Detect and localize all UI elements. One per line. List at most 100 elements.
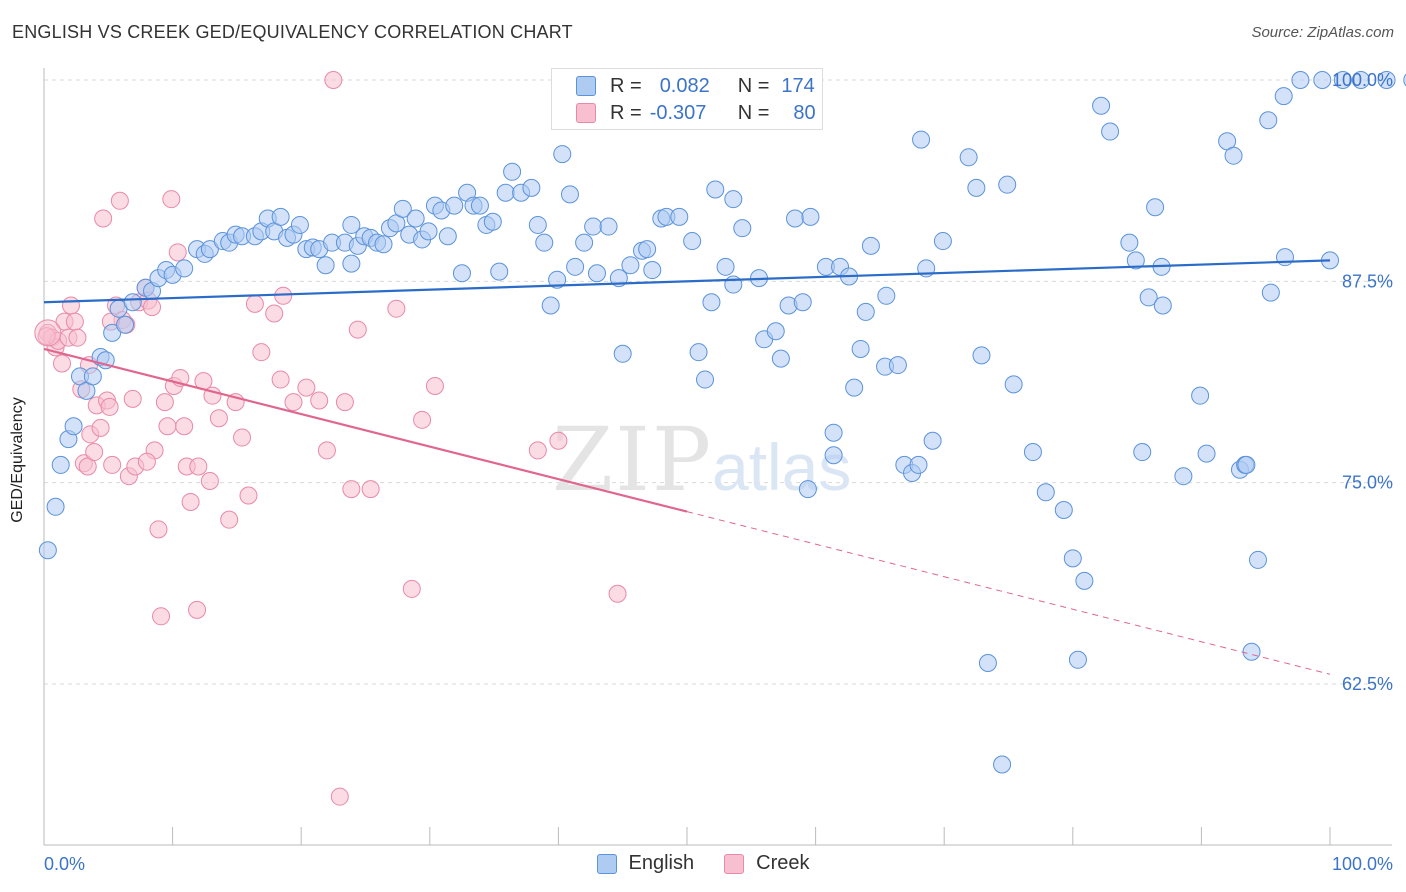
english-point xyxy=(470,196,489,215)
creek-point xyxy=(265,304,284,323)
creek-point xyxy=(143,298,162,317)
english-point xyxy=(683,232,702,251)
english-point xyxy=(1333,71,1352,89)
english-point xyxy=(877,286,896,305)
english-point xyxy=(824,446,843,465)
creek-point xyxy=(91,418,110,437)
creek-point xyxy=(245,294,264,313)
english-point xyxy=(393,199,412,218)
legend-swatch-creek xyxy=(576,103,596,123)
creek-point xyxy=(149,520,168,539)
creek-point xyxy=(324,71,343,89)
r-label: R = xyxy=(610,101,642,124)
english-point xyxy=(452,264,471,283)
legend-item-creek[interactable]: Creek xyxy=(724,852,809,875)
creek-point xyxy=(152,607,171,626)
creek-point xyxy=(175,417,194,436)
english-point xyxy=(175,259,194,278)
n-label: N = xyxy=(737,101,770,124)
creek-point xyxy=(189,457,208,476)
english-point xyxy=(123,293,142,312)
chart-title: ENGLISH VS CREEK GED/EQUIVALENCY CORRELA… xyxy=(12,22,573,42)
english-point xyxy=(923,431,942,450)
trend-lines xyxy=(43,259,1331,675)
english-point xyxy=(1139,288,1158,307)
english-point xyxy=(566,257,585,276)
english-point xyxy=(1068,650,1087,669)
english-point xyxy=(64,417,83,436)
english-point xyxy=(1146,198,1165,217)
creek-point xyxy=(317,441,336,460)
creek-point xyxy=(123,389,142,408)
english-point xyxy=(522,178,541,197)
english-point xyxy=(483,212,502,231)
english-point xyxy=(766,322,785,341)
creek-point xyxy=(53,354,72,373)
y-tick-label: 87.5% xyxy=(1342,271,1393,291)
english-point xyxy=(503,162,522,181)
english-point xyxy=(342,215,361,234)
english-point xyxy=(998,175,1017,194)
watermark-zip: ZIP xyxy=(552,408,713,511)
english-point xyxy=(445,196,464,215)
english-point xyxy=(1274,87,1293,106)
series-legend: English Creek xyxy=(0,852,1406,875)
english-point xyxy=(553,145,572,164)
creek-point xyxy=(252,343,271,362)
english-point xyxy=(1403,73,1406,87)
creek-point xyxy=(549,431,568,450)
x-tick-label: 0.0% xyxy=(44,854,85,874)
english-point xyxy=(316,256,335,275)
legend-swatch-creek xyxy=(724,853,745,874)
english-point xyxy=(786,209,805,228)
legend-label-creek: Creek xyxy=(756,852,810,874)
creek-point xyxy=(62,296,81,315)
english-point xyxy=(406,209,425,228)
creek-point xyxy=(158,417,177,436)
english-point xyxy=(638,240,657,259)
english-point xyxy=(1054,501,1073,520)
creek-point xyxy=(65,312,84,331)
creek-point xyxy=(200,472,219,491)
english-point xyxy=(1197,444,1216,463)
english-point xyxy=(1291,71,1310,89)
english-point xyxy=(535,233,554,252)
english-point xyxy=(993,755,1012,774)
english-point xyxy=(1153,296,1172,315)
creek-trend-extension xyxy=(686,511,1331,675)
legend-item-english[interactable]: English xyxy=(596,852,695,875)
creek-point xyxy=(413,410,432,429)
english-point xyxy=(374,235,393,254)
english-point xyxy=(771,349,790,368)
english-point xyxy=(1242,642,1261,661)
legend-label-english: English xyxy=(628,852,695,874)
creek-point xyxy=(361,480,380,499)
english-point xyxy=(912,130,931,149)
english-point xyxy=(548,270,567,289)
legend-row-english: R = 0.082 N = 174 xyxy=(576,73,815,99)
english-point xyxy=(972,346,991,365)
r-value: -0.307 xyxy=(649,101,707,124)
creek-point xyxy=(284,393,303,412)
english-point xyxy=(909,455,928,474)
creek-point xyxy=(162,190,181,209)
creek-point xyxy=(168,243,187,262)
gridlines xyxy=(44,79,1392,685)
english-point xyxy=(933,232,952,251)
creek-point xyxy=(528,441,547,460)
english-point xyxy=(1248,550,1267,569)
english-point xyxy=(1126,251,1145,270)
creek-point xyxy=(188,600,207,619)
english-point xyxy=(689,343,708,362)
english-point xyxy=(560,185,579,204)
creek-point xyxy=(274,286,293,305)
english-point xyxy=(824,423,843,442)
english-point xyxy=(528,215,547,234)
r-value: 0.082 xyxy=(659,74,710,97)
english-point xyxy=(702,293,721,312)
english-point xyxy=(798,480,817,499)
english-point xyxy=(419,222,438,241)
watermark: ZIP atlas xyxy=(552,408,851,511)
english-point xyxy=(1036,483,1055,502)
english-point xyxy=(1351,71,1370,89)
